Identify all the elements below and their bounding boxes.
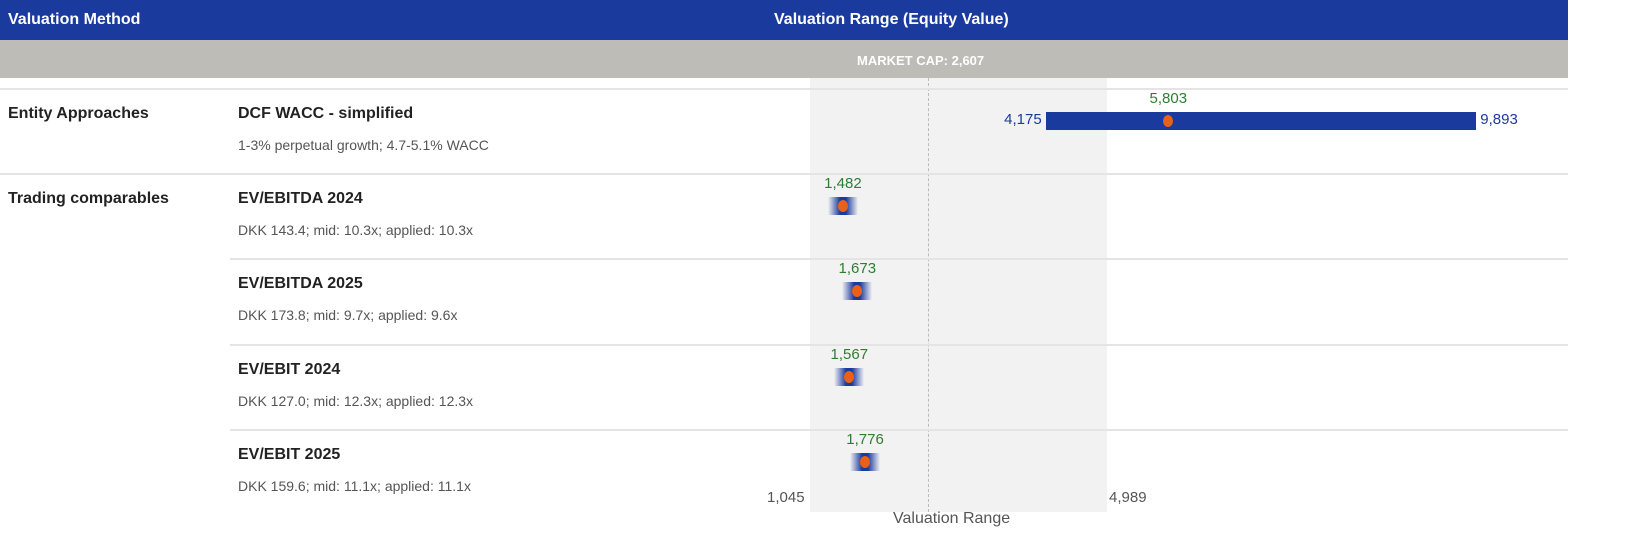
market-cap-label: MARKET CAP: 2,607 — [857, 53, 985, 68]
low-label: 4,175 — [1004, 111, 1042, 128]
row-separator — [230, 429, 1568, 431]
method-description: 1-3% perpetual growth; 4.7-5.1% WACC — [238, 137, 489, 153]
market-cap-line — [928, 78, 929, 512]
mid-point — [860, 456, 871, 468]
mid-label: 5,803 — [1149, 90, 1188, 107]
table-header: Valuation Method Valuation Range (Equity… — [0, 0, 1568, 40]
group-label: Trading comparables — [8, 190, 169, 207]
mid-point — [1163, 115, 1174, 127]
method-name: DCF WACC - simplified — [238, 105, 414, 122]
method-name: EV/EBITDA 2024 — [238, 190, 363, 207]
mid-label: 1,673 — [838, 260, 877, 277]
header-valuation-method: Valuation Method — [8, 11, 141, 28]
group-label: Entity Approaches — [8, 105, 149, 122]
x-axis-label: Valuation Range — [893, 510, 1011, 527]
mid-label: 1,482 — [824, 175, 862, 192]
method-name: EV/EBIT 2025 — [238, 446, 341, 463]
method-name: EV/EBITDA 2025 — [238, 275, 363, 292]
method-description: DKK 159.6; mid: 11.1x; applied: 11.1x — [238, 478, 471, 494]
high-label: 9,893 — [1480, 111, 1518, 128]
method-description: DKK 173.8; mid: 9.7x; applied: 9.6x — [238, 307, 458, 323]
row-separator — [0, 173, 1568, 175]
tick-max: 4,989 — [1109, 489, 1147, 506]
tick-min: 1,045 — [767, 489, 805, 506]
mid-point — [844, 371, 855, 383]
header-valuation-range: Valuation Range (Equity Value) — [774, 11, 1009, 28]
mid-label: 1,776 — [846, 431, 884, 448]
row-separator — [230, 258, 1568, 260]
row-separator — [230, 344, 1568, 346]
row-separator — [0, 88, 1568, 90]
method-description: DKK 143.4; mid: 10.3x; applied: 10.3x — [238, 222, 474, 238]
mid-point — [837, 200, 848, 212]
mid-label: 1,567 — [830, 346, 869, 363]
mid-point — [852, 285, 863, 297]
method-description: DKK 127.0; mid: 12.3x; applied: 12.3x — [238, 393, 474, 409]
range-bar — [1045, 112, 1477, 130]
method-name: EV/EBIT 2024 — [238, 361, 341, 378]
market-cap-band: MARKET CAP: 2,607 — [0, 40, 1568, 78]
